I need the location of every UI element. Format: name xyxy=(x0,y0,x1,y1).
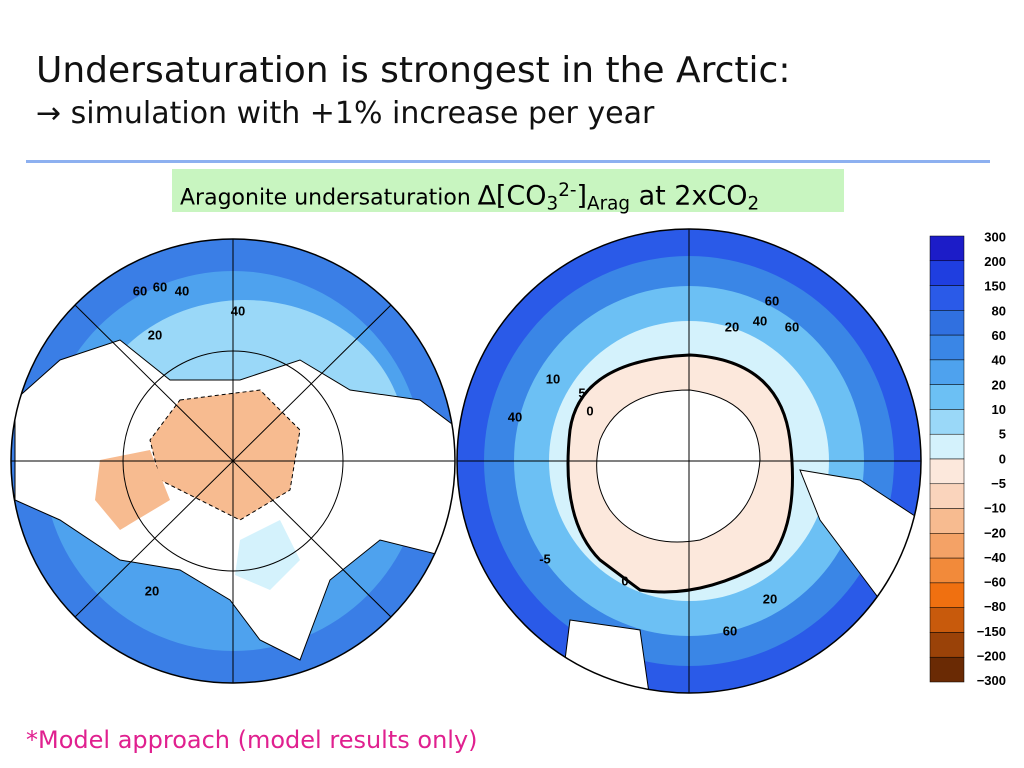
colorbar-label: −200 xyxy=(977,649,1006,664)
caption-sub: Arag xyxy=(587,193,630,215)
colorbar-label: 5 xyxy=(999,427,1006,442)
caption-sup: 2- xyxy=(558,180,577,201)
colorbar-swatch xyxy=(929,557,965,584)
colorbar-label: 200 xyxy=(984,254,1006,269)
colorbar-label: −150 xyxy=(977,624,1006,639)
colorbar-swatch xyxy=(929,384,965,410)
colorbar: 300 200 150 80 60 40 20 10 5 0 −5 −10 −20 −40 −60 −80 −1… xyxy=(929,229,1006,688)
colorbar-label: −40 xyxy=(984,550,1006,565)
divider xyxy=(26,160,990,163)
subtitle: → simulation with +1% increase per year xyxy=(36,96,655,131)
colorbar-swatch xyxy=(929,632,965,658)
contour-label: 40 xyxy=(508,409,522,424)
caption-text: Aragonite undersaturation xyxy=(180,185,478,211)
colorbar-label: −80 xyxy=(984,599,1006,614)
title: Undersaturation is strongest in the Arct… xyxy=(36,50,791,91)
contour-label: -5 xyxy=(539,551,551,566)
contour-label: 0 xyxy=(586,403,593,418)
colorbar-swatch xyxy=(929,235,965,262)
caption-sub: 2 xyxy=(747,193,760,215)
north-grid xyxy=(10,238,456,684)
contour-label: 0 xyxy=(621,573,628,588)
colorbar-label: −5 xyxy=(991,476,1006,491)
caption-species: ∆[CO xyxy=(477,180,547,212)
contour-label: 60 xyxy=(133,283,147,298)
south-grid xyxy=(456,228,922,694)
colorbar-label: 10 xyxy=(992,402,1006,417)
contour-label: 20 xyxy=(145,583,159,598)
colorbar-swatch xyxy=(929,359,965,385)
colorbar-label: 80 xyxy=(992,303,1006,318)
footnote: *Model approach (model results only) xyxy=(26,726,478,754)
contour-label: 20 xyxy=(763,591,777,606)
colorbar-swatch xyxy=(929,310,965,336)
colorbar-label: 0 xyxy=(999,451,1006,466)
contour-label: 60 xyxy=(153,279,167,294)
contour-label: 40 xyxy=(753,313,767,328)
contour-label: 5 xyxy=(578,385,585,400)
colorbar-swatch xyxy=(929,409,965,435)
colorbar-swatch xyxy=(929,433,965,460)
contour-label: 40 xyxy=(175,283,189,298)
colorbar-label: 40 xyxy=(992,353,1006,368)
colorbar-swatch xyxy=(929,483,965,509)
colorbar-swatch xyxy=(929,458,965,485)
colorbar-swatch xyxy=(929,656,965,683)
colorbar-swatch xyxy=(929,260,965,286)
colorbar-swatch xyxy=(929,582,965,608)
colorbar-label: −20 xyxy=(984,525,1006,540)
colorbar-swatch xyxy=(929,607,965,633)
contour-label: 60 xyxy=(765,293,779,308)
colorbar-label: −10 xyxy=(984,501,1006,516)
colorbar-swatch xyxy=(929,285,965,311)
colorbar-label: 300 xyxy=(984,229,1006,244)
colorbar-label: −60 xyxy=(984,575,1006,590)
contour-label: 60 xyxy=(723,623,737,638)
colorbar-label: −300 xyxy=(977,673,1006,688)
contour-label: 20 xyxy=(148,327,162,342)
colorbar-swatch xyxy=(929,334,965,361)
caption: Aragonite undersaturation ∆[CO32-]Arag a… xyxy=(172,169,844,215)
colorbar-label: 60 xyxy=(992,328,1006,343)
caption-sub: 3 xyxy=(546,193,559,215)
caption-tail: at 2xCO xyxy=(629,180,748,212)
contour-label: 20 xyxy=(725,319,739,334)
colorbar-swatch xyxy=(929,533,965,559)
colorbar-label: 20 xyxy=(992,377,1006,392)
colorbar-swatch xyxy=(929,508,965,534)
contour-label: 10 xyxy=(546,371,560,386)
colorbar-label: 150 xyxy=(984,279,1006,294)
contour-label: 40 xyxy=(231,303,245,318)
contour-label: 60 xyxy=(785,319,799,334)
caption-close: ] xyxy=(576,180,588,212)
